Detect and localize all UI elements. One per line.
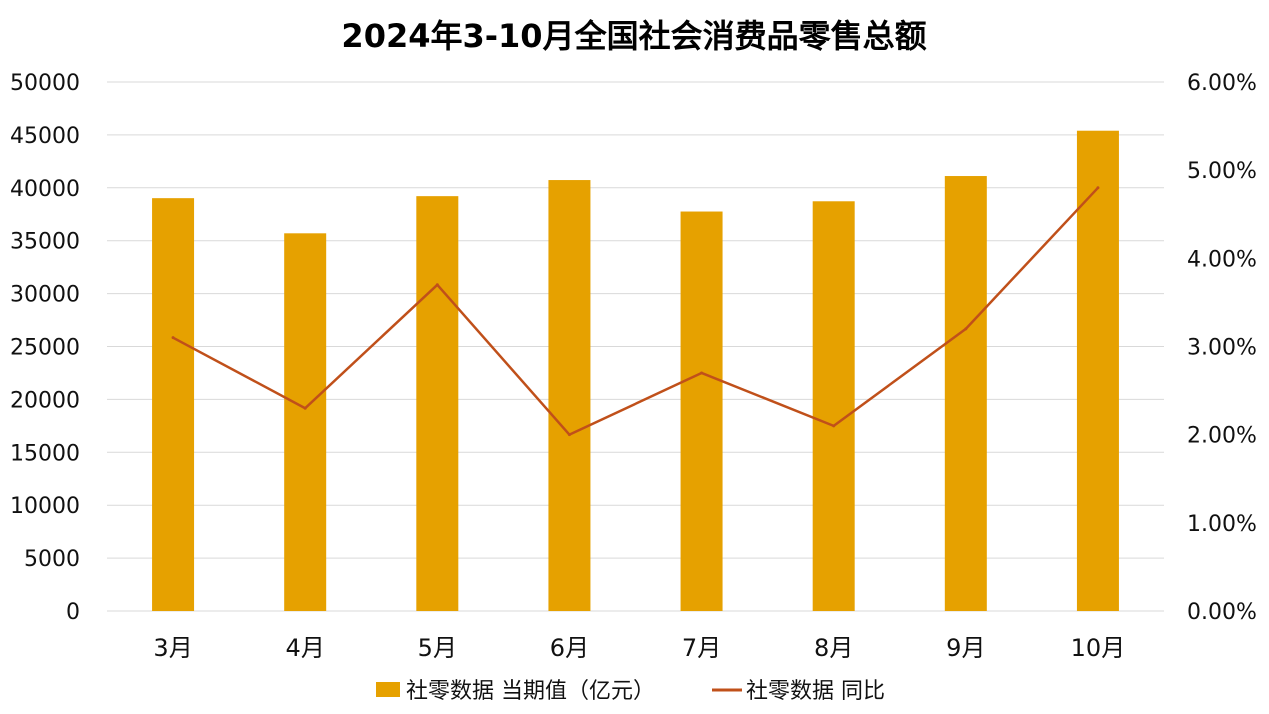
bar [152,198,195,611]
legend-label-line: 社零数据 同比 [746,679,885,704]
yoy-line [172,186,1099,436]
bar [284,233,327,612]
bar-series [152,130,1119,612]
y-right-tick-label: 3.00% [1187,336,1257,361]
bar [680,211,723,611]
y-right-tick-label: 6.00% [1187,71,1257,96]
y-left-tick-label: 45000 [10,124,80,149]
x-tick-label: 10月 [1071,634,1126,662]
line-point [567,433,571,437]
y-left-tick-label: 35000 [10,230,80,255]
y-left-tick-label: 15000 [10,441,80,466]
y-left-tick-label: 50000 [10,71,80,96]
bar [1076,130,1119,611]
line-point [700,371,704,375]
y-right-tick-label: 5.00% [1187,159,1257,184]
x-tick-label: 5月 [418,634,457,662]
y-left-tick-label: 10000 [10,494,80,519]
y-left-tick-label: 0 [66,600,80,625]
line-series [171,186,1100,437]
y-right-tick-label: 4.00% [1187,247,1257,272]
line-point [435,283,439,287]
legend-swatch-bar [376,682,400,697]
y-left-tick-label: 40000 [10,177,80,202]
chart-title: 2024年3-10月全国社会消费品零售总额 [341,17,926,55]
legend-label-bar: 社零数据 当期值（亿元） [406,679,655,704]
line-point [964,327,968,331]
x-tick-label: 3月 [153,634,192,662]
grid-lines [107,81,1164,612]
line-point [1096,186,1100,190]
bar [944,176,987,611]
bar [416,196,459,611]
x-tick-label: 7月 [682,634,721,662]
line-point [303,406,307,410]
x-tick-label: 4月 [286,634,325,662]
y-left-tick-label: 25000 [10,336,80,361]
y-left-tick-label: 30000 [10,283,80,308]
legend: 社零数据 当期值（亿元） 社零数据 同比 [376,679,885,704]
x-tick-label: 8月 [814,634,853,662]
y-axis-right: 0.00% 1.00% 2.00% 3.00% 4.00% 5.00% 6.00% [1187,71,1257,625]
line-point [171,336,175,340]
y-left-tick-label: 5000 [24,547,80,572]
y-left-tick-label: 20000 [10,388,80,413]
x-axis: 3月 4月 5月 6月 7月 8月 9月 10月 [153,634,1125,662]
y-right-tick-label: 1.00% [1187,512,1257,537]
bar [548,180,591,612]
bar [812,201,855,611]
line-point [832,424,836,428]
x-tick-label: 6月 [550,634,589,662]
y-axis-left: 0 5000 10000 15000 20000 25000 30000 35000 40000… [10,71,80,625]
y-right-tick-label: 2.00% [1187,424,1257,449]
x-tick-label: 9月 [946,634,985,662]
y-right-tick-label: 0.00% [1187,600,1257,625]
